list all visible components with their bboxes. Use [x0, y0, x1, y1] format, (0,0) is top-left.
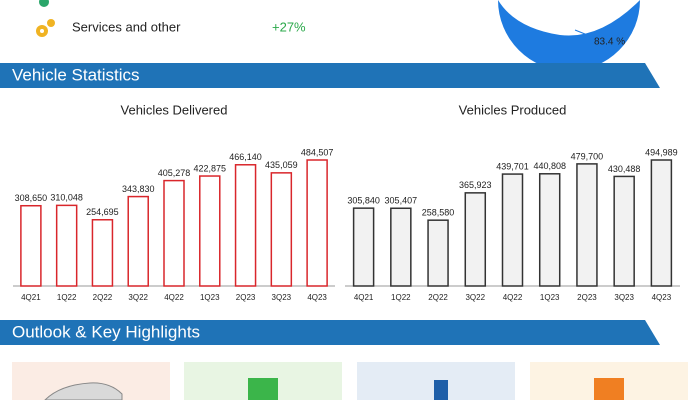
x-tick-label: 4Q21	[354, 293, 374, 302]
x-tick-label: 2Q23	[236, 293, 256, 302]
bar	[613, 175, 635, 287]
bar	[464, 192, 487, 287]
x-tick-label: 3Q22	[128, 293, 148, 302]
value-label: 479,700	[571, 151, 604, 161]
bar	[163, 179, 185, 287]
chart-title: Vehicles Produced	[459, 102, 567, 117]
x-tick-label: 3Q23	[272, 293, 292, 302]
row-label: Services and other	[72, 19, 181, 34]
value-label: 365,923	[459, 180, 492, 190]
bar	[427, 219, 449, 287]
value-label: 494,989	[645, 147, 678, 157]
value-label: 484,507	[301, 147, 334, 157]
value-label: 254,695	[86, 207, 119, 217]
bar	[20, 204, 42, 287]
bar	[352, 207, 375, 287]
bar	[91, 219, 114, 287]
bar	[538, 173, 561, 287]
x-tick-label: 4Q21	[21, 293, 41, 302]
bar	[390, 207, 412, 287]
value-label: 305,407	[385, 196, 418, 206]
banner	[0, 320, 660, 345]
value-label: 440,808	[533, 161, 566, 171]
x-tick-label: 1Q22	[391, 293, 411, 302]
value-label: 310,048	[50, 193, 83, 203]
banner-title: Outlook & Key Highlights	[12, 322, 200, 341]
x-tick-label: 1Q22	[57, 293, 77, 302]
x-tick-label: 4Q23	[652, 293, 672, 302]
icon	[434, 380, 448, 400]
bar	[501, 173, 524, 287]
value-label: 435,059	[265, 160, 298, 170]
bar	[234, 164, 257, 287]
icon	[594, 378, 624, 400]
pie-label: 83.4 %	[594, 37, 625, 48]
value-label: 405,278	[158, 168, 191, 178]
bar	[55, 204, 78, 287]
x-tick-label: 3Q23	[614, 293, 634, 302]
x-tick-label: 2Q22	[93, 293, 113, 302]
x-tick-label: 3Q22	[465, 293, 485, 302]
icon	[248, 378, 278, 400]
gear-icon	[36, 0, 55, 37]
pie	[498, 0, 640, 71]
banner-title: Vehicle Statistics	[12, 65, 140, 84]
row-value: +27%	[272, 19, 306, 34]
value-label: 308,650	[15, 193, 48, 203]
bar	[306, 159, 328, 287]
x-tick-label: 4Q22	[164, 293, 184, 302]
x-tick-label: 1Q23	[200, 293, 220, 302]
x-tick-label: 4Q22	[503, 293, 523, 302]
bar	[199, 175, 221, 287]
banner	[0, 63, 660, 88]
value-label: 422,875	[194, 163, 227, 173]
x-tick-label: 2Q23	[577, 293, 597, 302]
value-label: 343,830	[122, 184, 155, 194]
value-label: 258,580	[422, 208, 455, 218]
x-tick-label: 1Q23	[540, 293, 560, 302]
car-icon	[44, 382, 123, 400]
bar	[650, 159, 673, 287]
bar	[270, 172, 293, 287]
value-label: 305,840	[347, 196, 380, 206]
value-label: 430,488	[608, 164, 641, 174]
bar	[576, 163, 598, 287]
pie-leader	[574, 29, 591, 37]
bar	[127, 195, 149, 287]
value-label: 439,701	[496, 161, 529, 171]
value-label: 466,140	[229, 152, 262, 162]
chart-title: Vehicles Delivered	[121, 102, 228, 117]
x-tick-label: 2Q22	[428, 293, 448, 302]
x-tick-label: 4Q23	[307, 293, 327, 302]
